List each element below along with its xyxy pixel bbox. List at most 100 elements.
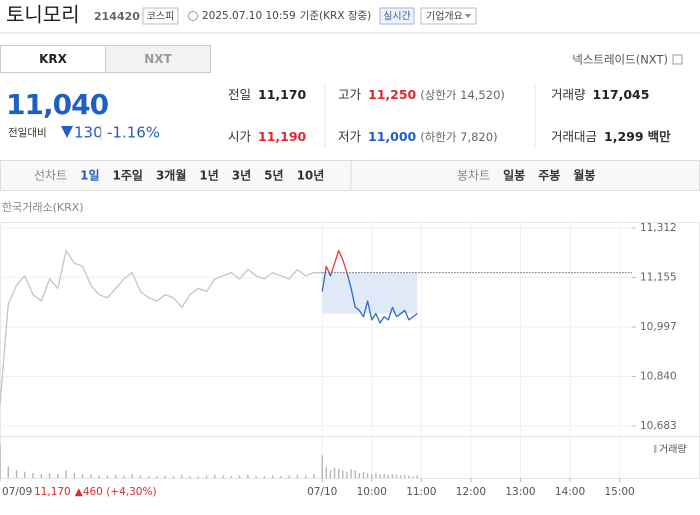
clock-icon <box>188 11 198 21</box>
range-shade <box>322 272 418 314</box>
period-option[interactable]: 일봉 <box>503 168 525 182</box>
volume-bar <box>391 474 394 478</box>
y-tick-label: 10,840 <box>640 371 677 383</box>
volume-bar <box>32 472 34 478</box>
volume-bar <box>412 476 414 478</box>
stat-label: 저가 <box>338 129 362 144</box>
volume-bar <box>333 467 336 478</box>
volume-bar <box>181 474 183 478</box>
stat-value: 11,190 <box>258 129 307 144</box>
volume-bar <box>354 470 356 478</box>
period-option[interactable]: 1년 <box>199 168 218 182</box>
volume-bar <box>350 469 352 478</box>
volume-bar <box>90 474 92 478</box>
x-tick-label: 10:00 <box>357 486 387 498</box>
link-icon <box>672 54 683 65</box>
stat-value: 11,000 <box>368 129 417 144</box>
stat: 시가 11,190 <box>228 129 307 144</box>
period-label: 선차트 <box>34 168 67 182</box>
chart-frame <box>0 222 700 479</box>
volume-bar <box>346 471 348 478</box>
x-tick-label: 07/09 <box>2 486 32 498</box>
stock-name: 토니모리 <box>6 3 80 27</box>
volume-bar <box>313 474 315 478</box>
period-option[interactable]: 3개월 <box>156 167 186 182</box>
stat-note: (상한가 14,520) <box>420 88 505 102</box>
volume-bar <box>288 475 290 478</box>
volume-bar <box>321 455 323 478</box>
volume-bar <box>189 476 191 478</box>
volume-bar <box>404 474 406 478</box>
volume-bar <box>156 476 158 478</box>
volume-bar <box>205 475 208 478</box>
volume-bar <box>342 470 344 478</box>
volume-bar <box>172 476 175 478</box>
stats: 전일 11,170 고가 11,250 (상한가 14,520) 거래량 117,045 시가… <box>228 87 671 144</box>
volume-bar <box>280 476 282 478</box>
tab-krx[interactable] <box>0 45 106 73</box>
period-option[interactable]: 월봉 <box>573 167 595 182</box>
volume-bar <box>73 472 76 478</box>
stat-label: 시가 <box>228 129 252 144</box>
change-label: 전일대비 <box>8 126 47 139</box>
volume-bar <box>15 470 18 478</box>
y-tick-label: 11,155 <box>640 271 677 283</box>
prev-change: ▲460 (+4,30%) <box>75 486 157 498</box>
volume-bar <box>338 469 340 478</box>
x-tick-label: 15:00 <box>604 486 634 498</box>
volume-bar <box>148 476 150 478</box>
volume-bar <box>387 474 389 478</box>
nextrade-link[interactable]: 넥스트레이드(NXT) <box>572 53 668 67</box>
realtime-badge[interactable] <box>379 7 415 25</box>
x-tick-label: 11:00 <box>406 486 436 498</box>
chart: 10,683 10,840 10,997 11,155 11,312 07/09 07/10… <box>0 222 687 498</box>
stat: 고가 11,250 (상한가 14,520) <box>338 87 505 102</box>
realtime[interactable]: 실시간 <box>383 11 411 23</box>
volume-bar <box>114 474 117 478</box>
tab-nxt[interactable] <box>105 45 211 73</box>
company[interactable]: 기업개요 <box>426 10 463 23</box>
volume-bar <box>304 475 307 478</box>
volume-bar <box>81 474 84 478</box>
period-option[interactable]: 5년 <box>264 168 283 182</box>
tab-label[interactable]: KRX <box>39 52 68 66</box>
volume-legend-icon <box>654 445 657 453</box>
period-option[interactable]: 1일 <box>80 168 99 182</box>
tab-label[interactable]: NXT <box>144 52 172 66</box>
date: 2025.07.10 10:59 <box>202 10 296 22</box>
volume-bar <box>7 466 9 478</box>
volume-bar <box>24 471 26 478</box>
volume-bar <box>0 445 1 478</box>
stat: 전일 11,170 <box>228 87 307 102</box>
period-option[interactable]: 주봉 <box>538 168 560 182</box>
volume-bar <box>98 475 100 478</box>
datetime: 2025.07.10 10:59 기준(KRX 장중) <box>202 10 371 22</box>
prev-close: 11,170 <box>34 486 71 498</box>
volume-bar <box>379 474 381 478</box>
volume-bar <box>238 475 241 478</box>
market: 코스피 <box>147 11 175 23</box>
period-option[interactable]: 3년 <box>232 168 251 182</box>
prev-annotation: 11,170 ▲460 (+4,30%) <box>34 486 157 498</box>
volume-legend: 거래량 <box>659 444 687 456</box>
period-option[interactable]: 10년 <box>297 168 325 182</box>
x-tick-label: 13:00 <box>505 486 535 498</box>
stat-value: 11,250 <box>368 87 417 102</box>
down-icon <box>61 126 73 138</box>
change-pct: -1.16% <box>107 124 160 142</box>
volume-bar <box>416 475 418 478</box>
stat-label: 고가 <box>338 87 362 102</box>
volume-bar <box>395 474 398 478</box>
period-row: 선차트 1일 1주일 3개월 1년 3년 5년 10년 <box>34 167 324 182</box>
stock-code: 214420 <box>94 10 140 23</box>
volume-bar <box>214 474 216 478</box>
period-label: 봉차트 <box>457 168 490 182</box>
company-button[interactable] <box>420 7 477 25</box>
x-tick-label: 14:00 <box>555 486 585 498</box>
stat: 거래대금 1,299 백만 <box>551 129 671 144</box>
dropdown-icon <box>465 14 471 18</box>
period-option[interactable]: 1주일 <box>113 168 143 182</box>
volume-bar <box>329 470 332 478</box>
volume-bar <box>230 476 233 478</box>
